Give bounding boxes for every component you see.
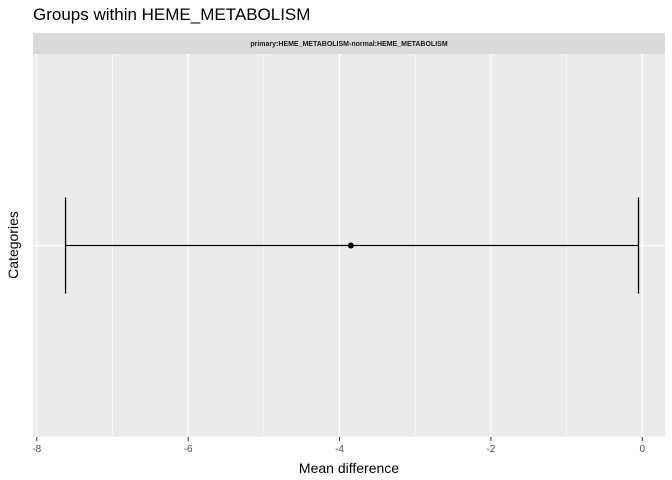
facet-strip (33, 33, 665, 54)
x-tick-label: -8 (32, 444, 41, 455)
x-axis: -8 -6 -4 -2 0 (32, 437, 646, 455)
x-tick-label: 0 (640, 444, 646, 455)
x-axis-title: Mean difference (299, 460, 399, 476)
estimate-point (347, 242, 354, 249)
facet-strip-label: primary:HEME_METABOLISM-normal:HEME_META… (250, 41, 447, 48)
x-tick-label: -2 (486, 444, 495, 455)
data-marks (64, 197, 640, 294)
x-tick-label: -4 (335, 444, 344, 455)
y-axis-title: Categories (5, 211, 21, 279)
x-tick-label: -6 (184, 444, 193, 455)
chart-title: Groups within HEME_METABOLISM (33, 5, 310, 24)
